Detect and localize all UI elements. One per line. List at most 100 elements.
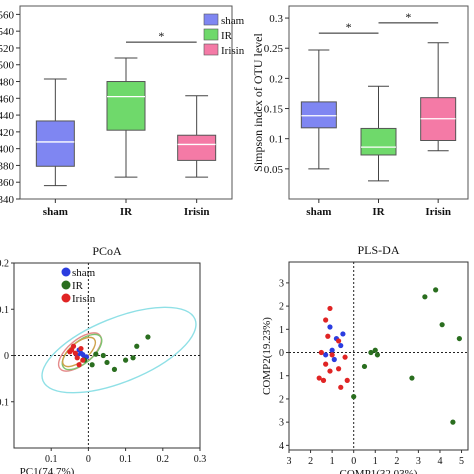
point-Irisin	[72, 350, 78, 356]
point-Irisin	[336, 338, 342, 344]
point-Irisin	[325, 333, 331, 339]
point-IR	[123, 357, 129, 363]
y-tick-label: 3	[279, 418, 284, 429]
y-tick-label: 440	[0, 110, 15, 122]
x-tick-label: 2	[308, 456, 313, 467]
point-Irisin	[67, 349, 73, 355]
y-tick-label: 0.1	[0, 397, 9, 408]
x-tick-label: IR	[372, 206, 385, 218]
point-Irisin	[323, 361, 329, 367]
point-IR	[130, 355, 136, 361]
legend-marker	[61, 293, 71, 303]
point-IR	[361, 363, 368, 370]
x-axis-label: COMP1(32.03%)	[340, 468, 418, 474]
x-tick-label: 3	[287, 456, 292, 467]
y-axis-label: COMP2(19.23%)	[261, 317, 273, 395]
point-sham	[331, 356, 337, 363]
x-tick-label: 0	[351, 456, 356, 467]
y-tick-label: 0.3	[269, 13, 283, 25]
x-tick-label: Irisin	[425, 206, 451, 218]
x-tick-label: 0.2	[157, 454, 170, 465]
y-tick-label: 3	[279, 278, 284, 289]
legend-label: sham	[72, 267, 96, 279]
y-tick-label: 420	[0, 127, 15, 139]
point-Irisin	[323, 317, 329, 323]
point-IR	[104, 359, 110, 366]
point-Irisin	[344, 377, 350, 383]
box-IR	[106, 81, 146, 131]
point-Irisin	[329, 352, 335, 358]
y-tick-label: 2	[279, 302, 284, 313]
y-tick-label: 0.2	[269, 73, 283, 85]
y-tick-label: 0	[4, 351, 9, 362]
x-tick-label: 1	[373, 456, 378, 467]
point-Irisin	[342, 354, 348, 360]
point-IR	[450, 419, 456, 425]
y-tick-label: 0	[279, 348, 284, 359]
y-tick-label: 520	[0, 43, 15, 55]
point-Irisin	[318, 349, 324, 356]
point-IR	[89, 362, 95, 368]
point-sham	[327, 324, 333, 330]
y-tick-label: 0.15	[264, 104, 284, 116]
point-sham	[329, 347, 335, 353]
point-IR	[374, 352, 381, 358]
y-tick-label: 480	[0, 77, 15, 89]
x-tick-label: Irisin	[184, 206, 210, 218]
point-sham	[340, 331, 346, 337]
x-tick-label: 3	[416, 456, 421, 467]
legend-label: Irisin	[221, 45, 245, 57]
x-tick-label: 0	[86, 454, 91, 465]
y-tick-label: 2	[279, 394, 284, 405]
point-IR	[422, 294, 428, 300]
box-Irisin	[177, 134, 217, 161]
y-tick-label: 0.1	[269, 134, 283, 146]
point-IR	[111, 366, 118, 372]
x-tick-label: sham	[306, 206, 331, 218]
confidence-ellipse	[41, 306, 197, 394]
x-tick-label: 0.3	[194, 454, 207, 465]
point-Irisin	[76, 362, 82, 368]
point-IR	[433, 287, 439, 293]
significance-label: *	[346, 20, 352, 34]
y-tick-label: 1	[279, 325, 284, 336]
point-IR	[409, 375, 415, 381]
legend-marker	[61, 267, 71, 277]
point-Irisin	[336, 366, 342, 372]
x-tick-label: 2	[394, 456, 399, 467]
box-sham	[300, 101, 337, 129]
y-tick-label: 540	[0, 26, 15, 38]
y-tick-label: 0.05	[264, 164, 284, 176]
legend-label: IR	[72, 280, 84, 292]
plot-frame	[288, 261, 469, 451]
x-tick-label: 0.1	[45, 454, 58, 465]
box-sham	[35, 120, 75, 167]
point-IR	[439, 322, 445, 328]
point-Irisin	[320, 377, 327, 383]
point-Irisin	[327, 305, 333, 312]
point-sham	[338, 342, 344, 349]
chart-title: PCoA	[92, 244, 122, 258]
box-IR	[360, 127, 397, 156]
point-Irisin	[316, 375, 322, 381]
legend-label: sham	[221, 15, 245, 27]
point-IR	[456, 335, 462, 342]
y-tick-label: 500	[0, 60, 15, 72]
y-tick-label: 360	[0, 177, 15, 189]
y-tick-label: 400	[0, 144, 15, 156]
point-IR	[100, 352, 106, 359]
point-IR	[351, 394, 357, 400]
y-tick-label: 340	[0, 194, 15, 206]
point-IR	[368, 349, 374, 356]
y-tick-label: 380	[0, 160, 15, 172]
y-tick-label: 0.1	[0, 305, 9, 316]
y-tick-label: 560	[0, 9, 15, 21]
x-tick-label: IR	[120, 206, 133, 218]
significance-label: *	[158, 29, 164, 43]
x-tick-label: sham	[43, 206, 68, 218]
y-tick-label: 1	[279, 371, 284, 382]
point-IR	[93, 351, 99, 357]
legend-swatch	[203, 43, 219, 56]
chart-title: PLS-DA	[357, 243, 399, 257]
